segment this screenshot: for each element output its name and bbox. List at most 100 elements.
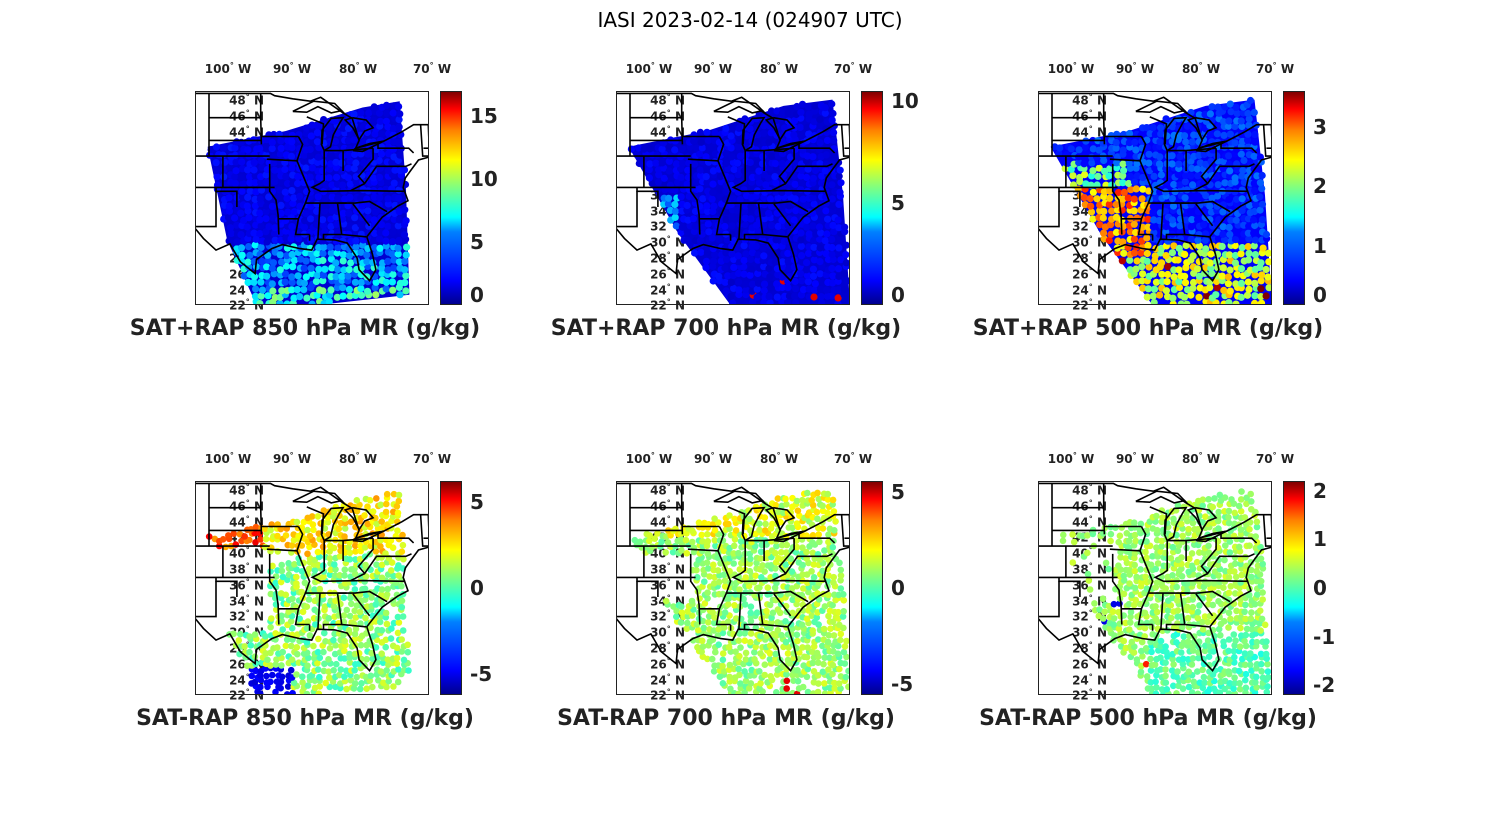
retrieval-point xyxy=(1242,684,1250,692)
retrieval-point xyxy=(288,278,296,286)
retrieval-point xyxy=(1233,271,1241,279)
retrieval-point xyxy=(1156,202,1164,210)
retrieval-point xyxy=(290,208,299,216)
retrieval-point xyxy=(734,143,742,151)
retrieval-point xyxy=(319,216,327,224)
retrieval-point xyxy=(652,159,660,167)
retrieval-point xyxy=(747,265,755,273)
retrieval-point xyxy=(684,619,691,627)
retrieval-point xyxy=(288,542,296,549)
retrieval-point xyxy=(740,270,748,278)
retrieval-point xyxy=(785,202,793,210)
retrieval-point xyxy=(241,643,248,650)
retrieval-point xyxy=(755,179,763,187)
retrieval-point xyxy=(288,286,296,294)
retrieval-point xyxy=(1244,256,1253,264)
retrieval-point xyxy=(359,122,367,131)
retrieval-point xyxy=(1225,624,1232,631)
retrieval-point xyxy=(395,216,403,224)
retrieval-point xyxy=(376,229,384,237)
retrieval-point xyxy=(733,159,742,167)
degree-symbol: ° xyxy=(245,656,250,666)
retrieval-point xyxy=(1256,153,1264,161)
retrieval-point xyxy=(831,685,838,692)
retrieval-point xyxy=(815,495,823,503)
retrieval-point xyxy=(748,173,757,181)
retrieval-point xyxy=(385,677,392,685)
retrieval-point xyxy=(837,673,845,680)
retrieval-point xyxy=(797,185,805,194)
retrieval-point xyxy=(282,591,290,599)
retrieval-point xyxy=(818,278,826,286)
retrieval-point xyxy=(1087,208,1096,216)
retrieval-point xyxy=(256,690,264,695)
retrieval-point xyxy=(326,548,333,555)
retrieval-point xyxy=(684,166,692,174)
degree-symbol: ° xyxy=(1198,451,1203,460)
retrieval-point xyxy=(1220,236,1229,244)
retrieval-point xyxy=(382,609,390,617)
retrieval-point xyxy=(272,630,279,637)
state-border xyxy=(268,553,280,625)
retrieval-point xyxy=(284,208,292,216)
retrieval-point xyxy=(262,633,269,640)
retrieval-point xyxy=(819,502,826,510)
retrieval-point xyxy=(695,519,703,526)
state-border xyxy=(306,116,325,145)
retrieval-point xyxy=(1263,638,1270,645)
retrieval-point xyxy=(314,648,322,656)
degree-symbol: ° xyxy=(1132,61,1137,70)
great-lake-outline xyxy=(292,100,346,115)
retrieval-point xyxy=(1155,160,1164,168)
retrieval-point xyxy=(319,271,328,279)
retrieval-point xyxy=(837,235,845,243)
degree-symbol: ° xyxy=(1088,266,1093,276)
retrieval-point xyxy=(401,257,409,265)
retrieval-point xyxy=(372,278,380,286)
retrieval-point xyxy=(741,202,750,210)
retrieval-point xyxy=(1230,631,1238,638)
retrieval-point xyxy=(336,553,344,560)
hemisphere: N xyxy=(670,673,685,688)
retrieval-point xyxy=(1139,284,1147,292)
hemisphere: N xyxy=(670,515,685,530)
retrieval-point xyxy=(390,153,398,161)
colorbar-tick-label: 0 xyxy=(891,576,905,600)
lat-value: 30 xyxy=(650,625,667,640)
retrieval-point xyxy=(726,512,733,519)
retrieval-point xyxy=(262,535,270,543)
hemisphere: W xyxy=(780,452,799,466)
retrieval-point xyxy=(814,672,822,679)
hemisphere: N xyxy=(249,562,264,577)
retrieval-point xyxy=(267,526,274,534)
retrieval-point xyxy=(332,137,340,145)
retrieval-point xyxy=(314,561,322,569)
retrieval-point xyxy=(834,265,843,273)
retrieval-point xyxy=(1207,208,1216,216)
lat-tick-label: 22° N xyxy=(229,298,264,313)
retrieval-point xyxy=(1251,299,1259,305)
retrieval-point xyxy=(773,280,781,288)
retrieval-point xyxy=(337,666,345,673)
retrieval-point xyxy=(279,626,286,633)
retrieval-point xyxy=(1156,138,1164,146)
retrieval-point xyxy=(393,660,401,667)
retrieval-point xyxy=(1113,153,1122,161)
retrieval-point xyxy=(793,520,801,527)
retrieval-point xyxy=(783,677,791,685)
retrieval-point xyxy=(817,293,825,301)
retrieval-point xyxy=(1176,228,1184,236)
state-border xyxy=(778,538,833,575)
retrieval-point xyxy=(683,625,691,632)
retrieval-point xyxy=(704,531,711,538)
retrieval-point xyxy=(1248,667,1255,674)
retrieval-point xyxy=(308,164,316,172)
retrieval-point xyxy=(793,690,801,695)
retrieval-point xyxy=(1114,188,1122,197)
retrieval-point xyxy=(828,195,836,203)
retrieval-point xyxy=(792,548,800,556)
retrieval-point xyxy=(307,179,315,187)
retrieval-point xyxy=(1204,637,1212,644)
retrieval-point xyxy=(251,195,259,203)
colorbar xyxy=(861,91,883,305)
